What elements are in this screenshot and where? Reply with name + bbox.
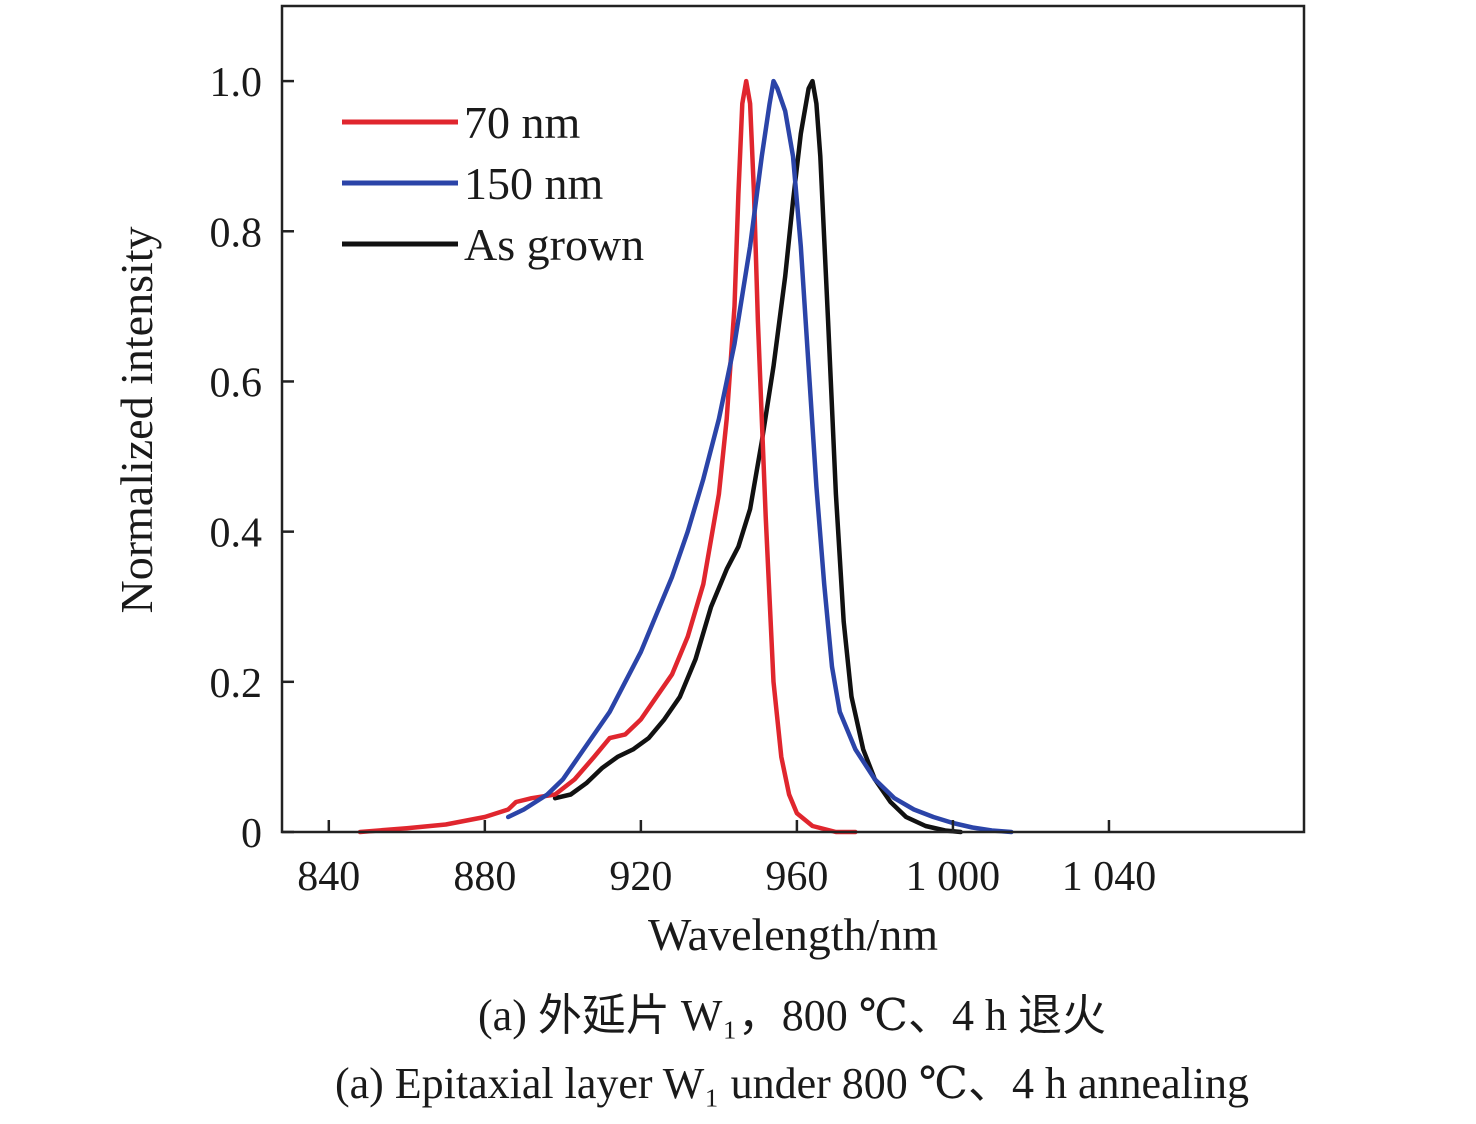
legend-label: 150 nm [464,158,604,209]
x-tick-label: 920 [609,854,672,900]
y-axis-title: Normalized intensity [111,226,162,613]
y-tick-label: 0 [241,811,262,857]
series-layer [357,78,1014,835]
series-line-2 [552,78,963,835]
y-tick-label: 1.0 [210,60,263,106]
x-tick-label: 960 [765,854,828,900]
plot-frame [280,4,1306,834]
y-tick-label: 0.4 [210,511,263,557]
caption-english: (a) Epitaxial layer W₁ under 800 ℃、4 h a… [335,1059,1249,1108]
legend-label: 70 nm [464,97,581,148]
series-line-0 [357,78,858,835]
x-axis-title: Wavelength/nm [648,909,938,960]
x-tick-label: 880 [453,854,516,900]
caption-chinese: (a) 外延片 W₁，800 ℃、4 h 退火 [478,991,1106,1040]
y-tick-label: 0.8 [210,210,263,256]
series-line-1 [505,78,1014,835]
legend: 70 nm 150 nm As grown [342,97,644,270]
x-tick-label: 1 040 [1062,854,1157,900]
ticks-layer: 840 880 920 960 1 000 1 040 0 0.2 0.4 0.6 0.8 1.0 [210,60,1157,900]
x-tick-label: 840 [297,854,360,900]
legend-label: As grown [464,219,644,270]
y-tick-label: 0.2 [210,661,263,707]
x-tick-label: 1 000 [906,854,1001,900]
y-tick-label: 0.6 [210,360,263,406]
